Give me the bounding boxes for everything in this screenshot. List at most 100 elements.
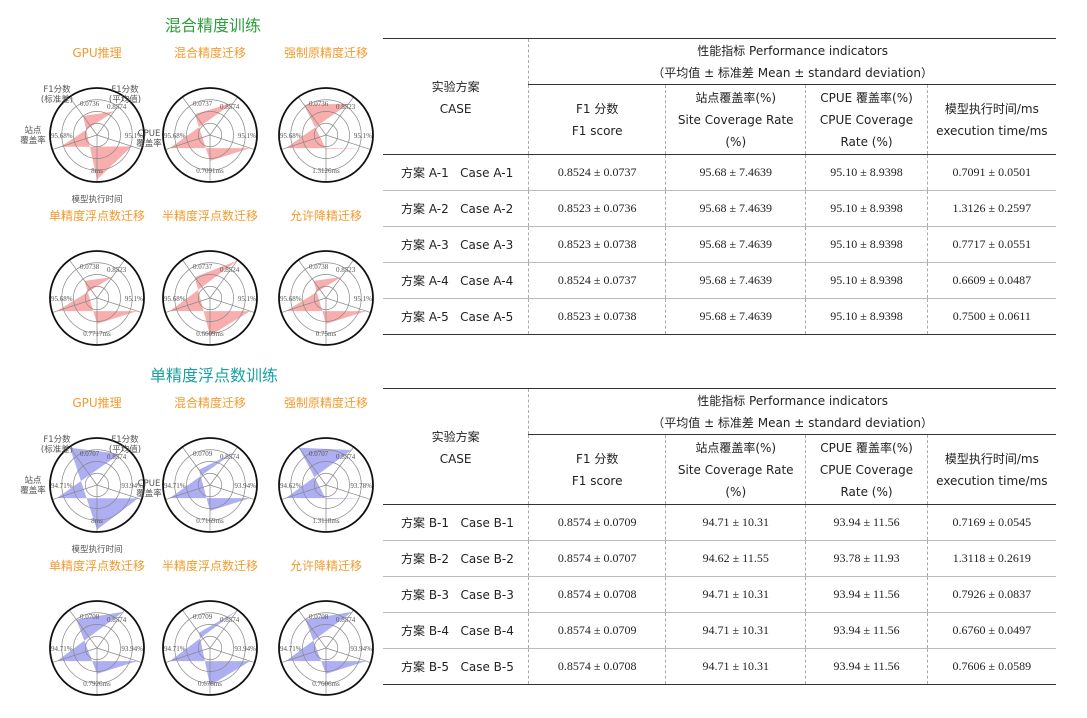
radar-value-label: 0.8574: [220, 616, 240, 624]
radar-spoke: [209, 259, 238, 299]
radar-value-label: 0.7606ms: [312, 680, 340, 688]
radar-spoke: [96, 259, 125, 299]
table-row: 方案 A-3 Case A-3 0.8523 ± 0.0738 95.68 ± 7.…: [383, 226, 1056, 263]
case-cell: 方案 B-3 Case B-3: [383, 576, 530, 613]
value-cell: 93.94 ± 11.56: [805, 504, 928, 541]
radar-value-label: 0.6609ms: [196, 330, 224, 338]
radar-value-label: 0.7169ms: [196, 517, 224, 525]
value-cell: 95.68 ± 7.4639: [665, 298, 807, 335]
radar-spoke: [96, 297, 142, 313]
radar-spoke: [182, 446, 211, 486]
case-cell: 方案 B-1 Case B-1: [383, 504, 530, 541]
radar-value-label: 0.0708: [309, 613, 329, 621]
performance-table-mixed: 实验方案 CASE 性能指标 Performance indicators （平均值…: [383, 38, 1056, 335]
table-row: 方案 A-5 Case A-5 0.8523 ± 0.0738 95.68 ± 7.…: [383, 298, 1056, 335]
value-cell: 1.3118 ± 0.2619: [927, 540, 1056, 577]
radar-area: [285, 277, 367, 324]
column-header: F1 分数 F1 score: [528, 434, 667, 505]
radar-value-label: 95.68%: [51, 295, 73, 303]
radar-value-label: 95.1%: [125, 295, 143, 303]
radar-value-label: 94.71%: [164, 645, 186, 653]
radar-title: 单精度浮点数迁移: [49, 558, 145, 573]
axis-note-f1-std: F1分数: [43, 84, 71, 95]
case-header-en: CASE: [439, 451, 472, 466]
radar-value-label: 93.78%: [350, 482, 372, 490]
radar-spoke: [96, 446, 125, 486]
radar-value-label: 95.1%: [354, 295, 372, 303]
value-cell: 0.7169 ± 0.0545: [927, 504, 1056, 541]
radar-title: 允许降精迁移: [290, 558, 362, 573]
table-row: 方案 B-3 Case B-3 0.8574 ± 0.0708 94.71 ± 10…: [383, 576, 1056, 613]
radar-value-label: 0.8524: [220, 266, 240, 274]
value-cell: 0.8574 ± 0.0709: [528, 612, 667, 649]
radar-value-label: 95.68%: [164, 132, 186, 140]
radar-spoke: [96, 609, 125, 649]
axis-note-f1-std: (标准差): [41, 94, 73, 105]
radar-area: [56, 277, 138, 324]
radar-value-label: 0.7926ms: [83, 680, 111, 688]
radar-value-label: 0.7717ms: [83, 330, 111, 338]
value-cell: 94.71 ± 10.31: [665, 612, 807, 649]
radar-chart: 半精度浮点数迁移 0.0709 0.8574 94.71% 93.94% 0.676ms: [162, 558, 258, 696]
value-cell: 0.8523 ± 0.0738: [528, 298, 667, 335]
radar-value-label: 0.0707: [309, 450, 329, 458]
radar-value-label: 0.8523: [336, 103, 356, 111]
value-cell: 95.10 ± 8.9398: [805, 298, 928, 335]
value-cell: 0.8523 ± 0.0738: [528, 226, 667, 263]
axis-note-site: 站点: [24, 125, 42, 136]
radar-title: 半精度浮点数迁移: [162, 208, 258, 223]
axis-note-site: 覆盖率: [20, 485, 46, 496]
radar-area: [56, 447, 139, 530]
radar-value-label: 0.0708: [80, 613, 100, 621]
case-cell: 方案 B-2 Case B-2: [383, 540, 530, 577]
radar-chart: 混合精度迁移 0.0737 0.8574 95.68% 95.1% 0.7091ms: [162, 45, 258, 183]
radar-area: [169, 610, 251, 686]
radar-value-label: 8ms: [91, 167, 103, 175]
radar-title: 半精度浮点数迁移: [162, 558, 258, 573]
value-cell: 0.8523 ± 0.0736: [528, 190, 667, 227]
radar-value-label: 95.1%: [125, 132, 143, 140]
radar-title: 混合精度迁移: [174, 45, 246, 60]
value-cell: 0.7091 ± 0.0501: [927, 154, 1056, 191]
radar-chart: 半精度浮点数迁移 0.0737 0.8524 95.68% 95.1% 0.6609ms: [162, 208, 258, 346]
radar-area: [285, 611, 367, 674]
table-row: 方案 B-1 Case B-1 0.8574 ± 0.0709 94.71 ± 10…: [383, 504, 1056, 541]
radar-value-label: 0.8523: [336, 266, 356, 274]
radar-area: [285, 103, 368, 150]
radar-chart: 允许降精迁移 0.0738 0.8523 95.68% 95.1% 0.75ms: [278, 208, 374, 346]
value-cell: 0.6760 ± 0.0497: [927, 612, 1056, 649]
perf-title: 性能指标 Performance indicators: [697, 43, 888, 58]
radar-value-label: 93.94%: [234, 482, 256, 490]
value-cell: 0.8574 ± 0.0707: [528, 540, 667, 577]
radar-outer-ring: [162, 250, 258, 346]
radar-value-label: 0.0707: [80, 450, 100, 458]
radar-spoke: [298, 609, 327, 649]
radar-spoke: [96, 134, 142, 150]
radar-value-label: 93.94%: [121, 645, 143, 653]
value-cell: 93.94 ± 11.56: [805, 648, 928, 685]
radar-spoke: [298, 259, 327, 299]
radar-value-label: 0.75ms: [316, 330, 337, 338]
case-cell: 方案 A-4 Case A-4: [383, 262, 530, 299]
radar-title: GPU推理: [72, 46, 121, 60]
table-row: 方案 B-4 Case B-4 0.8574 ± 0.0709 94.71 ± 10…: [383, 612, 1056, 649]
radar-spoke: [165, 134, 211, 150]
radar-spoke: [325, 259, 354, 299]
radar-spoke: [182, 96, 211, 136]
perf-header: 性能指标 Performance indicators （平均值 ± 标准差 Me…: [528, 38, 1056, 85]
radar-value-label: 0.0736: [309, 100, 329, 108]
value-cell: 95.10 ± 8.9398: [805, 190, 928, 227]
radar-value-label: 95.68%: [280, 295, 302, 303]
case-header: 实验方案 CASE: [383, 388, 530, 505]
column-header: 站点覆盖率(%) Site Coverage Rate (%): [665, 84, 807, 155]
case-cell: 方案 A-5 Case A-5: [383, 298, 530, 335]
case-header-cn: 实验方案: [431, 429, 480, 444]
radar-value-label: 94.71%: [51, 645, 73, 653]
radar-chart: 单精度浮点数迁移 0.0708 0.8574 94.71% 93.94% 0.7926ms: [49, 558, 145, 696]
radar-spoke: [69, 96, 98, 136]
axis-note-f1-std: F1分数: [43, 434, 71, 445]
case-cell: 方案 A-1 Case A-1: [383, 154, 530, 191]
radar-spoke: [96, 484, 142, 500]
